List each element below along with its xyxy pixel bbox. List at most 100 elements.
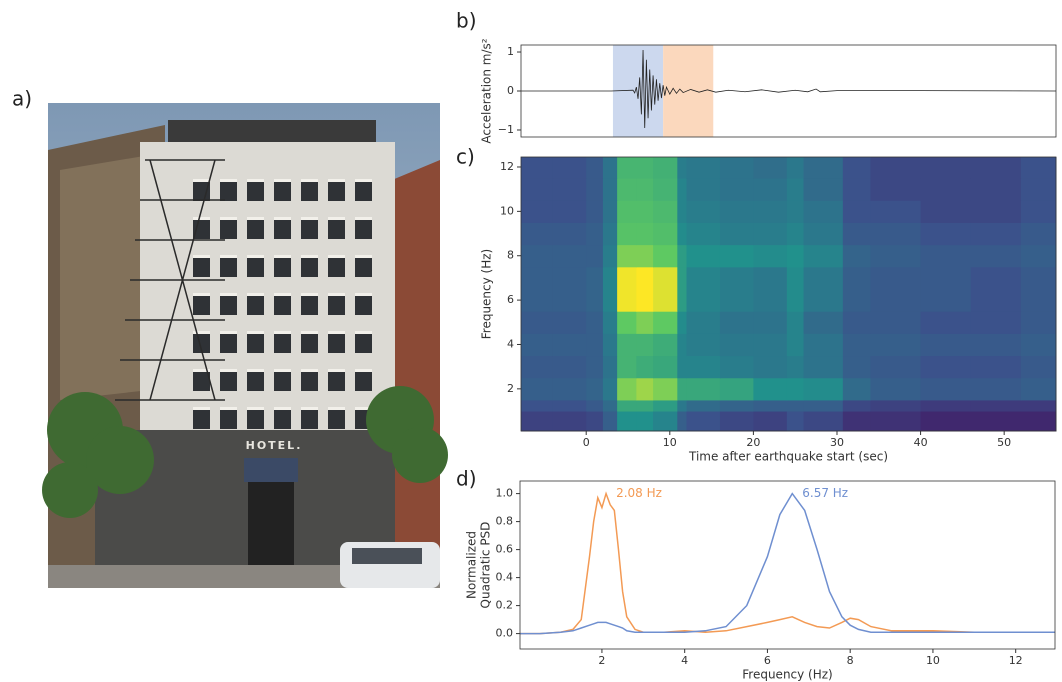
heatmap-cell <box>636 222 654 246</box>
heatmap-cell <box>970 157 1022 179</box>
heatmap-cell <box>552 222 587 246</box>
y-tick-label: 4 <box>507 337 514 350</box>
heatmap-cell <box>803 355 844 379</box>
heatmap-cell <box>686 355 721 379</box>
heatmap-cell <box>521 222 554 246</box>
heatmap-cell <box>636 311 654 334</box>
left-building-windows <box>60 155 150 400</box>
heatmap-cell <box>617 377 637 401</box>
heatmap-cell <box>586 244 604 268</box>
heatmap-cell <box>920 157 972 179</box>
y-tick-label: 0.8 <box>496 515 514 528</box>
heatmap-cell <box>677 178 688 201</box>
heatmap-cell <box>870 157 922 179</box>
heatmap-cell <box>719 178 754 201</box>
heatmap-cell <box>617 311 637 334</box>
heatmap-cell <box>970 399 1022 412</box>
y-tick-label: 0.2 <box>496 599 514 612</box>
y-axis-label: Normalized <box>465 531 479 599</box>
heatmap-cell <box>920 244 972 268</box>
heatmap-cell <box>719 266 754 312</box>
panel-label: d) <box>456 467 477 491</box>
heatmap-cell <box>786 399 805 412</box>
heatmap-cell <box>870 311 922 334</box>
cornice <box>168 120 376 144</box>
heatmap-cell <box>970 411 1022 432</box>
x-axis-label: Time after earthquake start (sec) <box>688 450 888 464</box>
heatmap-cell <box>602 333 618 357</box>
heatmap-cell <box>920 399 972 412</box>
heatmap-cell <box>1020 377 1057 401</box>
x-axis-label: Frequency (Hz) <box>742 668 833 682</box>
heatmap-cell <box>920 266 972 312</box>
peak-label: 2.08 Hz <box>616 486 662 500</box>
peak-label: 6.57 Hz <box>802 486 848 500</box>
heatmap-cell <box>686 411 721 432</box>
y-axis-label: Frequency (Hz) <box>480 249 494 340</box>
heatmap-cell <box>870 244 922 268</box>
heatmap-cell <box>653 311 678 334</box>
heatmap-cell <box>636 244 654 268</box>
heatmap-cell <box>586 266 604 312</box>
heatmap-cell <box>521 411 554 432</box>
heatmap-cell <box>842 333 871 357</box>
heatmap-cell <box>552 178 587 201</box>
heatmap-cell <box>602 377 618 401</box>
heatmap-cell <box>552 244 587 268</box>
heatmap-cell <box>803 411 844 432</box>
heatmap-cell <box>521 157 554 179</box>
heatmap-cell <box>602 222 618 246</box>
plot-frame <box>520 156 1057 432</box>
heatmap-cell <box>753 157 788 179</box>
heatmap-cell <box>870 355 922 379</box>
heatmap-cell <box>842 266 871 312</box>
heatmap-cell <box>686 222 721 246</box>
heatmap-cell <box>842 178 871 201</box>
heatmap-cell <box>677 355 688 379</box>
heatmap-cell <box>602 311 618 334</box>
heatmap-cell <box>653 178 678 201</box>
heatmap-cell <box>786 311 805 334</box>
x-tick-label: 40 <box>914 436 928 449</box>
x-tick-label: 6 <box>764 654 771 667</box>
heatmap-cell <box>786 222 805 246</box>
heatmap-cell <box>719 355 754 379</box>
y-tick-label: 12 <box>500 160 514 173</box>
heatmap-cell <box>686 178 721 201</box>
right-building <box>392 160 440 588</box>
heatmap-cell <box>842 200 871 223</box>
heatmap-cell <box>653 333 678 357</box>
heatmap-cell <box>677 333 688 357</box>
heatmap-cell <box>1020 222 1057 246</box>
heatmap-cell <box>602 411 618 432</box>
heatmap-cell <box>753 333 788 357</box>
heatmap-cell <box>586 157 604 179</box>
heatmap-cell <box>653 222 678 246</box>
series-line <box>521 50 1057 129</box>
series-line <box>520 492 1055 635</box>
heatmap-cell <box>1020 355 1057 379</box>
heatmap-cell <box>552 311 587 334</box>
y-tick-label: 1.0 <box>496 487 514 500</box>
heatmap-cell <box>552 411 587 432</box>
heatmap-cell <box>586 411 604 432</box>
fire-escape <box>115 159 225 401</box>
heatmap-cell <box>803 311 844 334</box>
y-tick-label: 2 <box>507 382 514 395</box>
heatmap-cell <box>636 399 654 412</box>
heatmap-cell <box>719 411 754 432</box>
heatmap-cell <box>753 399 788 412</box>
heatmap-cell <box>602 399 618 412</box>
heatmap-cell <box>521 311 554 334</box>
heatmap-cell <box>552 399 587 412</box>
heatmap-cell <box>719 244 754 268</box>
heatmap-cell <box>803 200 844 223</box>
heatmap-cell <box>552 377 587 401</box>
heatmap-cell <box>677 311 688 334</box>
heatmap-cell <box>786 333 805 357</box>
heatmap-cell <box>617 411 637 432</box>
heatmap-cell <box>870 222 922 246</box>
x-tick-label: 10 <box>926 654 940 667</box>
y-tick-label: −1 <box>498 123 514 136</box>
